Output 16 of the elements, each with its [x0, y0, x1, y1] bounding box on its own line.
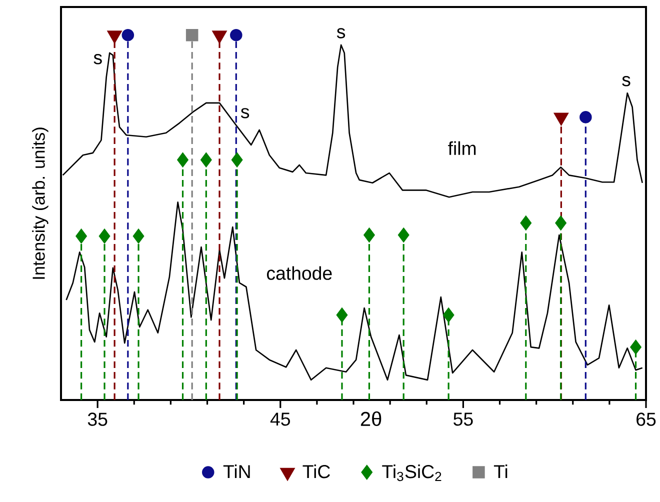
legend-label: TiN — [223, 464, 250, 478]
annotation: s — [622, 76, 630, 86]
x-tick-label: 45 — [270, 412, 290, 426]
y-axis-title: Intensity (arb. units) — [32, 128, 48, 279]
x-tick-label: 55 — [454, 412, 473, 426]
annotation: s — [94, 54, 102, 64]
legend-label: TiC — [302, 464, 330, 478]
annotation: film — [448, 141, 476, 155]
legend-label: Ti — [494, 464, 508, 478]
x-tick-label: 35 — [88, 412, 108, 426]
x-tick-label: 65 — [636, 412, 656, 426]
annotation: s — [240, 108, 250, 118]
legend-label: Ti$_{3}$SiC$_{2}$ — [382, 464, 442, 482]
annotation: cathode — [266, 266, 332, 280]
annotation: s — [336, 28, 346, 38]
x-axis-title: 2θ — [360, 411, 382, 426]
